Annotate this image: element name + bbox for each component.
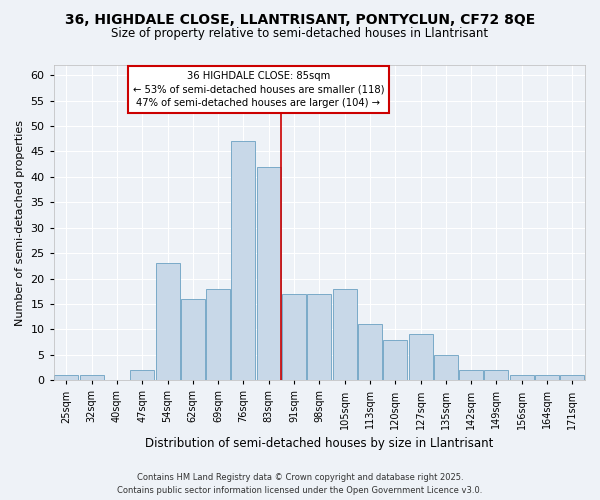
Text: 36, HIGHDALE CLOSE, LLANTRISANT, PONTYCLUN, CF72 8QE: 36, HIGHDALE CLOSE, LLANTRISANT, PONTYCL… (65, 12, 535, 26)
Bar (332, 288, 356, 380)
Bar (282, 294, 306, 380)
Bar (55, 375, 79, 380)
X-axis label: Distribution of semi-detached houses by size in Llantrisant: Distribution of semi-detached houses by … (145, 437, 494, 450)
Bar (206, 288, 230, 380)
Bar (383, 340, 407, 380)
Bar (434, 355, 458, 380)
Bar (257, 166, 281, 380)
Bar (535, 375, 559, 380)
Bar (459, 370, 483, 380)
Bar (510, 375, 534, 380)
Bar (181, 299, 205, 380)
Bar (232, 142, 256, 380)
Bar (155, 264, 179, 380)
Text: Contains HM Land Registry data © Crown copyright and database right 2025.
Contai: Contains HM Land Registry data © Crown c… (118, 474, 482, 495)
Bar (358, 324, 382, 380)
Bar (409, 334, 433, 380)
Bar (307, 294, 331, 380)
Bar (80, 375, 104, 380)
Text: Size of property relative to semi-detached houses in Llantrisant: Size of property relative to semi-detach… (112, 28, 488, 40)
Text: 36 HIGHDALE CLOSE: 85sqm
← 53% of semi-detached houses are smaller (118)
47% of : 36 HIGHDALE CLOSE: 85sqm ← 53% of semi-d… (133, 72, 384, 108)
Bar (130, 370, 154, 380)
Bar (560, 375, 584, 380)
Y-axis label: Number of semi-detached properties: Number of semi-detached properties (15, 120, 25, 326)
Bar (484, 370, 508, 380)
